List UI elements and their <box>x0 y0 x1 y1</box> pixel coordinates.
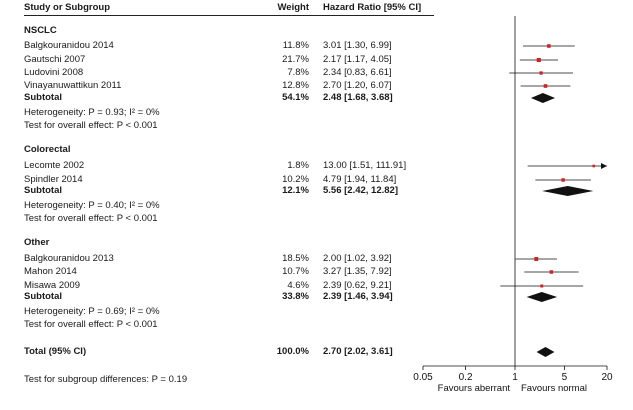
row-weight: 10.7% <box>282 266 309 277</box>
row-label-study: Gautschi 2007 <box>24 54 86 65</box>
pooled-diamond <box>526 292 558 302</box>
point-estimate <box>547 44 551 48</box>
row-weight: 100.0% <box>276 346 309 357</box>
row-label-study: Ludovini 2008 <box>24 67 84 78</box>
row-weight: 4.6% <box>287 280 309 291</box>
row-hazard-ratio: 2.39 [0.62, 9.21] <box>323 280 392 291</box>
row-hazard-ratio: 2.70 [1.20, 6.07] <box>323 80 392 91</box>
row-hazard-ratio: 2.48 [1.68, 3.68] <box>323 92 393 103</box>
row-weight: 33.8% <box>282 291 309 302</box>
row-label-study: Balgkouranidou 2014 <box>24 40 114 51</box>
x-tick-label: 0.2 <box>459 372 473 383</box>
row-label-note: Heterogeneity: P = 0.69; I² = 0% <box>24 306 160 317</box>
row-label-study: Vinayanuwattikun 2011 <box>24 80 122 91</box>
row-weight: 54.1% <box>282 92 309 103</box>
header-study: Study or Subgroup <box>24 2 111 13</box>
row-label-note: Test for overall effect: P < 0.001 <box>24 213 158 224</box>
row-hazard-ratio: 2.70 [2.02, 3.61] <box>323 346 393 357</box>
row-weight: 7.8% <box>287 67 309 78</box>
pooled-diamond <box>530 93 556 103</box>
favours-right-label: Favours normal <box>521 383 587 394</box>
row-weight: 12.8% <box>282 80 309 91</box>
row-hazard-ratio: 2.17 [1.17, 4.05] <box>323 54 392 65</box>
x-tick-label: 1 <box>512 372 518 383</box>
row-hazard-ratio: 2.39 [1.46, 3.94] <box>323 291 393 302</box>
row-label-study: Balgkouranidou 2013 <box>24 253 114 264</box>
row-label-note: Test for overall effect: P < 0.001 <box>24 120 158 131</box>
pooled-diamond <box>536 347 555 357</box>
row-label-study: Misawa 2009 <box>24 280 80 291</box>
row-hazard-ratio: 3.27 [1.35, 7.92] <box>323 266 392 277</box>
point-estimate <box>540 284 544 288</box>
point-estimate <box>536 57 541 63</box>
row-label-note: Test for subgroup differences: P = 0.19 <box>24 374 188 385</box>
row-label-total: Total (95% CI) <box>24 346 87 357</box>
row-label-study: Mahon 2014 <box>24 266 77 277</box>
header-hazard-ratio: Hazard Ratio [95% CI] <box>323 2 422 13</box>
point-estimate <box>543 84 548 88</box>
row-weight: 1.8% <box>287 160 309 171</box>
row-label-group: Colorectal <box>24 144 71 155</box>
row-label-subtotal: Subtotal <box>24 291 62 302</box>
ci-arrow <box>601 163 607 169</box>
row-label-study: Spindler 2014 <box>24 174 83 185</box>
row-hazard-ratio: 3.01 [1.30, 6.99] <box>323 40 392 51</box>
row-label-subtotal: Subtotal <box>24 185 62 196</box>
header-weight: Weight <box>277 2 310 13</box>
header-rule <box>24 15 434 16</box>
x-tick-label: 0.05 <box>413 372 433 383</box>
row-hazard-ratio: 2.34 [0.83, 6.61] <box>323 67 392 78</box>
row-label-group: Other <box>24 237 50 248</box>
row-hazard-ratio: 4.79 [1.94, 11.84] <box>323 174 397 185</box>
row-label-note: Heterogeneity: P = 0.40; I² = 0% <box>24 200 160 211</box>
pooled-diamond <box>542 186 594 196</box>
row-weight: 11.8% <box>282 40 309 51</box>
row-label-note: Heterogeneity: P = 0.93; I² = 0% <box>24 107 160 118</box>
row-weight: 21.7% <box>282 54 309 65</box>
x-tick-label: 5 <box>562 372 568 383</box>
row-hazard-ratio: 13.00 [1.51, 111.91] <box>323 160 407 171</box>
row-label-note: Test for overall effect: P < 0.001 <box>24 319 158 330</box>
row-weight: 18.5% <box>282 253 309 264</box>
point-estimate <box>549 270 554 274</box>
favours-left-label: Favours aberrant <box>438 383 511 394</box>
point-estimate <box>539 71 543 75</box>
point-estimate <box>592 164 596 168</box>
row-hazard-ratio: 2.00 [1.02, 3.92] <box>323 253 392 264</box>
row-label-subtotal: Subtotal <box>24 92 62 103</box>
row-weight: 12.1% <box>282 185 309 196</box>
point-estimate <box>534 257 539 261</box>
x-tick-label: 20 <box>601 372 613 383</box>
row-label-group: NSCLC <box>24 25 57 36</box>
row-hazard-ratio: 5.56 [2.42, 12.82] <box>323 185 398 196</box>
point-estimate <box>561 178 565 182</box>
row-weight: 10.2% <box>282 174 309 185</box>
row-label-study: Lecomte 2002 <box>24 160 85 171</box>
